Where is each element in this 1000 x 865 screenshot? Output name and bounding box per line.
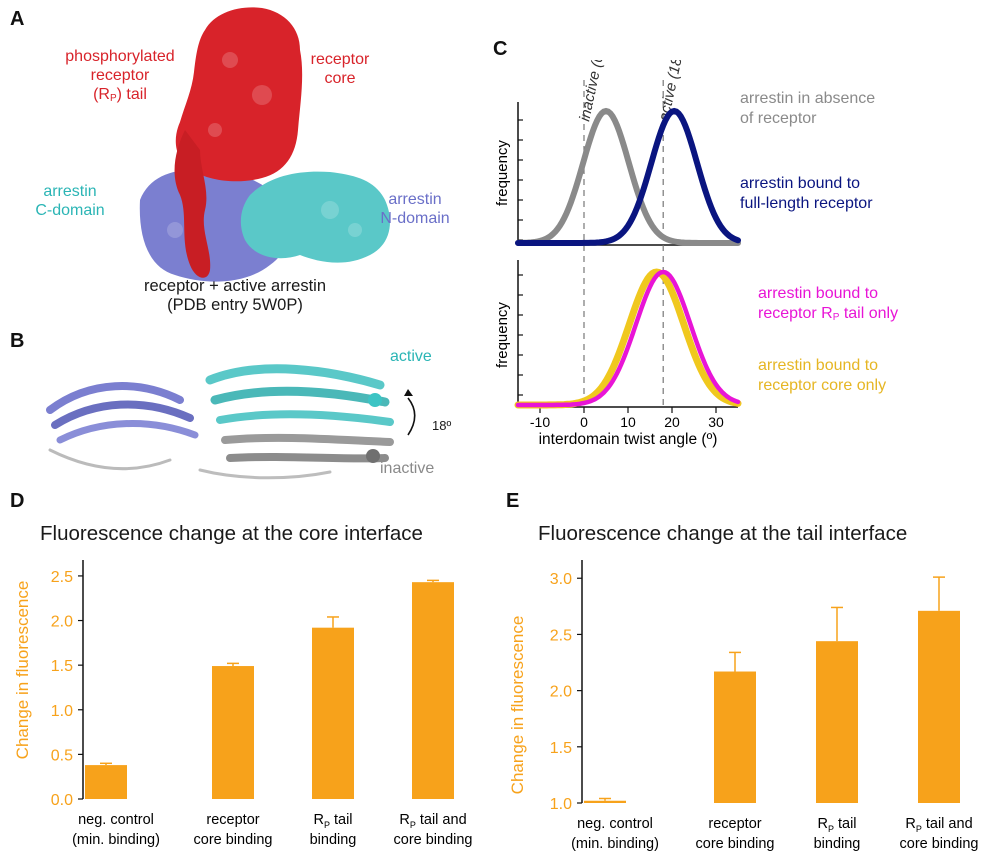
d-bar <box>412 582 454 799</box>
panel-b-ribbon <box>46 364 416 480</box>
d-x-label-line2: core binding <box>394 832 473 848</box>
rotation-arrow <box>407 397 416 436</box>
c-series-arrestin-bound-to-receptor-core-only <box>514 268 742 409</box>
d-x-label-line2: binding <box>310 832 357 848</box>
chart-e-title: Fluorescence change at the tail interfac… <box>538 522 908 545</box>
d-y-tick-label: 2.5 <box>51 569 73 586</box>
chart-e: Change in fluorescence 1.0 1.5 2.0 2.5 3.0 n… <box>508 560 979 852</box>
c-x-ticks: -10 0 10 20 30 <box>530 407 724 430</box>
legend-full-length: arrestin bound to full-length receptor <box>740 175 873 212</box>
c-curves <box>514 107 742 409</box>
legend-tail-only: arrestin bound to receptor RP tail only <box>758 285 899 323</box>
c-top-ylabel: frequency <box>494 140 511 206</box>
e-x-label-line1: receptor <box>708 816 761 832</box>
label-active: active <box>390 348 432 365</box>
panel-letter-a: A <box>10 8 25 30</box>
c-x-tick-label: 30 <box>708 414 724 430</box>
panel-letter-e: E <box>506 490 520 512</box>
caption-panel-a: receptor + active arrestin (PDB entry 5W… <box>143 277 327 314</box>
e-bar <box>816 641 858 803</box>
surface-texture <box>167 52 362 238</box>
c-series-arrestin-bound-to-receptor-rp-tail-only <box>515 269 741 408</box>
d-y-tick-label: 1.0 <box>51 703 73 720</box>
c-bottom-ylabel: frequency <box>494 302 511 368</box>
receptor-tail-surface <box>174 130 211 278</box>
panel-letter-b: B <box>10 330 25 352</box>
e-y-tick-label: 3.0 <box>550 571 572 588</box>
e-x-label-line2: core binding <box>696 836 775 852</box>
chart-d-title: Fluorescence change at the core interfac… <box>40 522 423 545</box>
e-x-label-line1: RP tail <box>817 816 856 834</box>
d-x-label-line1: RP tail and <box>399 812 466 830</box>
c-domain-surface <box>240 171 390 263</box>
e-x-label-line1: RP tail and <box>905 816 972 834</box>
d-x-label-line2: (min. binding) <box>72 832 160 848</box>
panel-letter-d: D <box>10 490 25 512</box>
e-ylabel: Change in fluorescence <box>508 616 527 795</box>
d-x-label-line1: neg. control <box>78 812 154 828</box>
label-angle: 18º <box>432 418 452 433</box>
d-y-ticks: 0.0 0.5 1.0 1.5 2.0 2.5 <box>51 569 83 809</box>
label-receptor-core: receptor core <box>310 51 370 87</box>
e-y-tick-label: 2.0 <box>550 684 572 701</box>
active-marker <box>368 393 382 407</box>
chart-c: -10 0 10 20 30 inactive (0º) active (18º) fre… <box>494 60 742 448</box>
d-bars <box>85 579 454 799</box>
e-bar <box>584 800 626 803</box>
d-x-label-line2: core binding <box>194 832 273 848</box>
e-y-tick-label: 2.5 <box>550 627 572 644</box>
e-x-label-line2: core binding <box>900 836 979 852</box>
receptor-core-surface <box>175 7 303 182</box>
d-bar <box>212 666 254 799</box>
rotation-arrowhead <box>404 389 413 396</box>
e-y-ticks: 1.0 1.5 2.0 2.5 3.0 <box>550 571 582 813</box>
label-phospho-tail: phosphorylated receptor (RP) tail <box>65 48 175 104</box>
legend-no-receptor: arrestin in absence of receptor <box>740 90 876 127</box>
legend-core-only: arrestin bound to receptor core only <box>758 357 887 394</box>
label-n-domain: arrestin N-domain <box>380 191 450 227</box>
d-bar <box>85 765 127 799</box>
panel-a-structure <box>139 7 390 282</box>
e-x-labels: neg. control (min. binding) receptor core b… <box>571 816 978 852</box>
c-y-ticks <box>518 119 523 396</box>
e-bar <box>714 671 756 803</box>
d-x-label-line1: RP tail <box>313 812 352 830</box>
ribbon-strands <box>46 364 394 480</box>
panel-letter-c: C <box>493 38 508 60</box>
c-series-arrestin-bound-to-full-length-receptor <box>515 107 741 246</box>
c-x-tick-label: 0 <box>580 414 588 430</box>
e-y-tick-label: 1.5 <box>550 740 572 757</box>
e-x-label-line1: neg. control <box>577 816 653 832</box>
c-x-tick-label: -10 <box>530 414 550 430</box>
d-y-tick-label: 1.5 <box>51 658 73 675</box>
d-x-label-line1: receptor <box>206 812 259 828</box>
chart-d: Change in fluorescence 0.0 0.5 1.0 1.5 2.0 2.… <box>13 560 473 848</box>
inactive-marker <box>366 449 380 463</box>
label-c-domain: arrestin C-domain <box>35 183 105 219</box>
d-y-tick-label: 2.0 <box>51 614 73 631</box>
d-y-tick-label: 0.0 <box>51 792 73 809</box>
e-y-tick-label: 1.0 <box>550 796 572 813</box>
label-inactive: inactive <box>380 460 435 477</box>
c-series-arrestin-in-absence-of-receptor <box>515 107 741 246</box>
d-bar <box>312 627 354 799</box>
e-x-label-line2: binding <box>814 836 861 852</box>
d-y-tick-label: 0.5 <box>51 747 73 764</box>
c-x-tick-label: 20 <box>664 414 680 430</box>
d-x-labels: neg. control (min. binding) receptor core b… <box>72 812 472 848</box>
e-bars <box>584 576 960 803</box>
e-x-label-line2: (min. binding) <box>571 836 659 852</box>
c-x-tick-label: 10 <box>620 414 636 430</box>
c-xlabel: interdomain twist angle (º) <box>539 431 718 448</box>
d-ylabel: Change in fluorescence <box>13 581 32 760</box>
e-bar <box>918 610 960 803</box>
